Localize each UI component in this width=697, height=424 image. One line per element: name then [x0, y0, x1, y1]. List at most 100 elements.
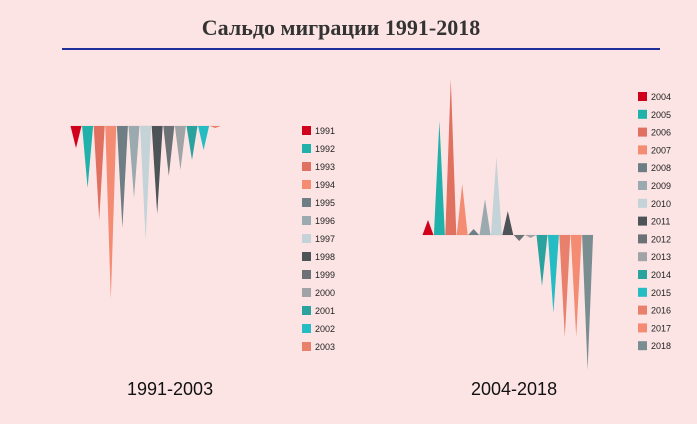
legend-label: 1994: [315, 180, 335, 190]
legend-label: 2010: [651, 199, 671, 209]
bar-2015[interactable]: [547, 235, 559, 313]
legend-item-2004[interactable]: 2004: [638, 92, 671, 102]
bar-1991[interactable]: [70, 126, 82, 148]
chart-2: 2004 2005 2006 2007 2008 2009 2010 2011 2012 2013…: [422, 79, 671, 370]
legend-swatch: [638, 163, 647, 173]
legend-swatch: [302, 216, 311, 225]
bar-2018[interactable]: [582, 235, 594, 370]
legend-swatch: [302, 324, 311, 333]
bar-2014[interactable]: [536, 235, 548, 286]
legend-item-2010[interactable]: 2010: [638, 198, 671, 209]
bar-2005[interactable]: [433, 121, 445, 235]
legend-label: 1999: [315, 270, 335, 280]
legend-label: 1998: [315, 252, 335, 262]
legend-item-1996[interactable]: 1996: [302, 216, 335, 226]
legend-label: 2011: [651, 217, 670, 227]
legend-label: 2005: [651, 110, 671, 120]
legend-label: 2000: [315, 288, 335, 298]
legend-item-1993[interactable]: 1993: [302, 162, 335, 172]
bar-1994[interactable]: [105, 126, 117, 300]
legend-swatch: [638, 127, 647, 137]
bar-2006[interactable]: [445, 79, 457, 235]
legend-item-2007[interactable]: 2007: [638, 145, 671, 155]
legend-label: 1992: [315, 144, 335, 154]
legend-item-1999[interactable]: 1999: [302, 270, 335, 280]
legend-item-2016[interactable]: 2016: [638, 305, 671, 316]
legend-item-1997[interactable]: 1997: [302, 234, 335, 244]
legend-swatch: [302, 162, 311, 171]
bar-2008[interactable]: [468, 229, 480, 235]
bar-2010[interactable]: [490, 157, 502, 235]
chart-1: 1991 1992 1993 1994 1995 1996 1997 1998 1999 2000…: [70, 125, 335, 352]
legend-item-2009[interactable]: 2009: [638, 181, 671, 191]
bar-2012[interactable]: [513, 235, 525, 241]
legend-swatch: [302, 288, 311, 297]
legend-swatch: [638, 198, 647, 208]
bar-2013[interactable]: [525, 235, 537, 238]
chart-title: Сальдо миграции 1991-2018: [201, 15, 481, 40]
legend-swatch: [302, 126, 311, 135]
bar-2016[interactable]: [559, 235, 571, 337]
bar-1993[interactable]: [93, 126, 105, 220]
legend-item-2005[interactable]: 2005: [638, 109, 671, 120]
legend-swatch: [302, 306, 311, 315]
legend-label: 1995: [315, 198, 335, 208]
legend-swatch: [638, 287, 647, 297]
legend-item-2011[interactable]: 2011: [638, 216, 670, 227]
legend-label: 2016: [651, 306, 671, 316]
legend-item-2013[interactable]: 2013: [638, 252, 671, 262]
legend-swatch: [638, 305, 647, 315]
legend-label: 2014: [651, 270, 671, 280]
legend-item-2000[interactable]: 2000: [302, 288, 335, 298]
legend-item-2014[interactable]: 2014: [638, 270, 671, 280]
bar-2007[interactable]: [456, 184, 468, 235]
bar-2001[interactable]: [186, 126, 198, 160]
chart-1-caption: 1991-2003: [127, 379, 214, 399]
legend-item-2015[interactable]: 2015: [638, 287, 671, 298]
bar-2017[interactable]: [570, 235, 582, 337]
legend-label: 2012: [651, 234, 671, 244]
legend-label: 2017: [651, 323, 671, 333]
legend-item-2017[interactable]: 2017: [638, 323, 671, 333]
legend-swatch: [638, 109, 647, 119]
legend-swatch: [302, 342, 311, 351]
bar-1992[interactable]: [82, 126, 94, 188]
legend-item-1994[interactable]: 1994: [302, 180, 335, 190]
legend-swatch: [302, 198, 311, 207]
legend-swatch: [302, 234, 311, 243]
legend-item-2006[interactable]: 2006: [638, 127, 671, 138]
legend-item-2008[interactable]: 2008: [638, 163, 671, 173]
legend-item-2003[interactable]: 2003: [302, 342, 335, 352]
bar-1999[interactable]: [163, 126, 175, 176]
legend-item-1992[interactable]: 1992: [302, 144, 335, 154]
legend-item-1995[interactable]: 1995: [302, 198, 335, 208]
bar-1996[interactable]: [128, 126, 140, 198]
legend-label: 2002: [315, 324, 335, 334]
legend-label: 2003: [315, 342, 335, 352]
legend-swatch: [638, 145, 647, 155]
legend-swatch: [638, 341, 647, 351]
title-divider: [62, 48, 660, 50]
legend-swatch: [638, 270, 647, 279]
legend-item-2012[interactable]: 2012: [638, 234, 671, 244]
bar-1995[interactable]: [116, 126, 128, 228]
chart-2-caption: 2004-2018: [471, 379, 558, 399]
bar-1997[interactable]: [140, 126, 152, 240]
legend-item-2001[interactable]: 2001: [302, 306, 335, 316]
legend-label: 2008: [651, 163, 671, 173]
bar-2002[interactable]: [198, 126, 210, 150]
bar-2004[interactable]: [422, 220, 434, 235]
legend-swatch: [302, 270, 311, 279]
legend-item-2018[interactable]: 2018: [638, 341, 671, 351]
bar-1998[interactable]: [151, 126, 163, 214]
legend-item-1991[interactable]: 1991: [302, 126, 335, 136]
legend-item-1998[interactable]: 1998: [302, 252, 335, 262]
bar-2009[interactable]: [479, 199, 491, 235]
bar-2011[interactable]: [502, 211, 514, 235]
legend-item-2002[interactable]: 2002: [302, 324, 335, 334]
legend-swatch: [302, 180, 311, 189]
bar-2000[interactable]: [174, 126, 186, 170]
bar-2003[interactable]: [209, 126, 221, 128]
legend-swatch: [638, 234, 647, 244]
